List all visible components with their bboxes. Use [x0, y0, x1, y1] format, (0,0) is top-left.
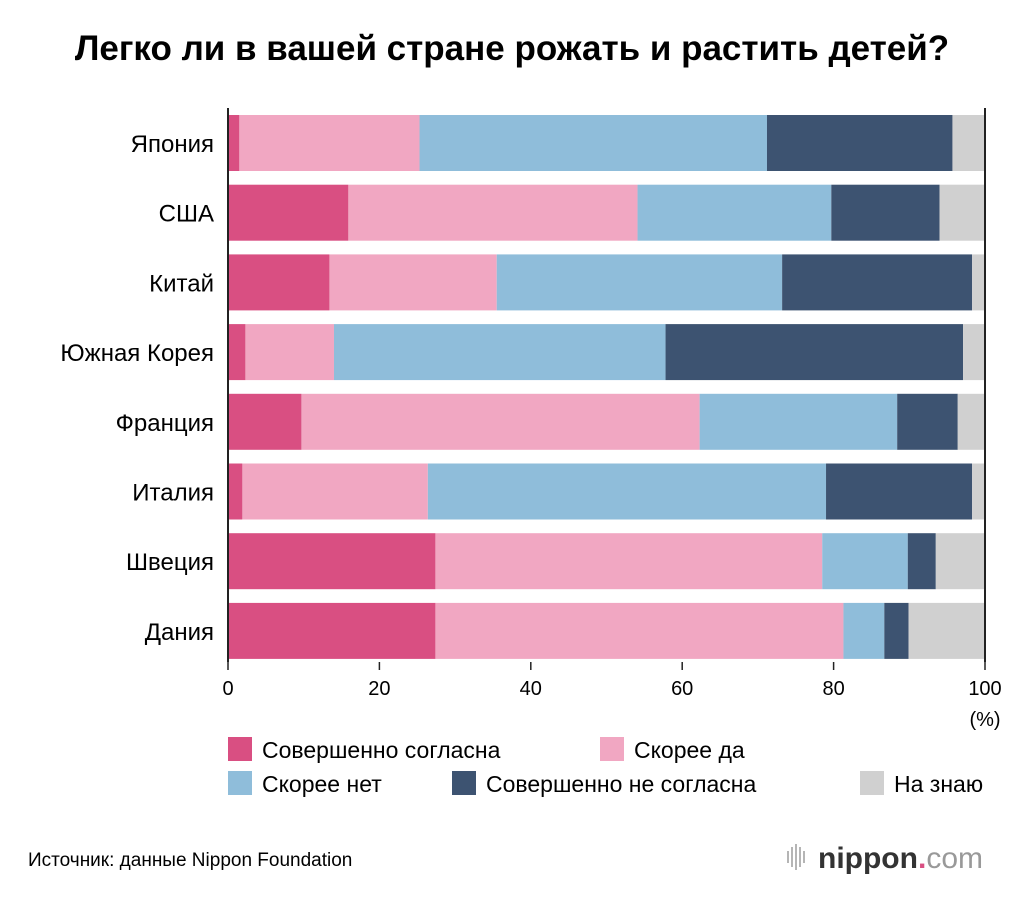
x-axis-unit: (%) [969, 709, 1000, 731]
bar-segment [419, 115, 767, 171]
category-label: Южная Корея [60, 340, 214, 367]
bar-segment [957, 393, 985, 450]
bar-segment [228, 463, 243, 520]
x-tick-label: 40 [520, 678, 542, 700]
bars-area [228, 115, 985, 659]
bar-segment [435, 533, 823, 590]
bar-segment [699, 393, 898, 450]
bar-segment [228, 602, 436, 659]
chart-title: Легко ли в вашей стране рожать и растить… [75, 29, 949, 68]
legend-label: Совершенно не согласна [486, 771, 757, 797]
brand-logo: nippon.com [787, 842, 983, 875]
x-tick-label: 20 [368, 678, 390, 700]
category-label: Китай [149, 270, 214, 297]
category-labels: Япония США Китай Южная Корея Франция Италия Шв… [60, 131, 214, 646]
bar-segment [843, 602, 885, 659]
bar-segment [228, 184, 349, 241]
bar-segment [496, 254, 783, 311]
x-axis-ticks: 0 20 40 60 80 100 [222, 662, 1002, 700]
category-label: Япония [131, 131, 214, 158]
category-label: Италия [132, 480, 214, 507]
bar-segment [239, 115, 420, 171]
bar-segment [972, 254, 985, 311]
bar-segment [348, 184, 638, 241]
bar-segment [228, 115, 240, 171]
brand-text: nippon.com [818, 842, 983, 875]
bar-segment [301, 393, 700, 450]
legend-swatch [452, 771, 476, 795]
bar-segment [822, 533, 908, 590]
category-label: Швеция [126, 549, 214, 576]
bar-segment [427, 463, 827, 520]
bar-segment [242, 463, 428, 520]
legend-swatch [228, 771, 252, 795]
bar-segment [766, 115, 953, 171]
bar-segment [939, 184, 985, 241]
sound-bars-icon [787, 844, 805, 870]
bar-segment [935, 533, 985, 590]
bar-segment [952, 115, 985, 171]
bar-segment [908, 602, 985, 659]
legend-swatch [228, 737, 252, 761]
brand-name: nippon [818, 842, 918, 875]
bar-segment [782, 254, 973, 311]
legend-swatch [860, 771, 884, 795]
legend: Совершенно согласна Скорее да Скорее нет Со… [228, 737, 983, 797]
bar-segment [907, 533, 936, 590]
bar-segment [228, 393, 302, 450]
legend-label: Совершенно согласна [262, 737, 501, 763]
bar-segment [333, 324, 666, 381]
bar-segment [665, 324, 964, 381]
bar-segment [963, 324, 985, 381]
x-tick-label: 60 [671, 678, 693, 700]
legend-swatch [600, 737, 624, 761]
bar-segment [245, 324, 334, 381]
bar-segment [435, 602, 844, 659]
x-tick-label: 100 [968, 678, 1001, 700]
bar-segment [897, 393, 958, 450]
bar-segment [831, 184, 940, 241]
brand-dot: . [918, 842, 926, 875]
category-label: Франция [116, 410, 214, 437]
bar-segment [826, 463, 973, 520]
x-tick-label: 0 [222, 678, 233, 700]
bar-segment [972, 463, 985, 520]
bar-segment [329, 254, 497, 311]
legend-label: На знаю [894, 771, 983, 797]
bar-segment [228, 324, 246, 381]
x-tick-label: 80 [822, 678, 844, 700]
bar-segment [637, 184, 832, 241]
legend-label: Скорее нет [262, 771, 382, 797]
bar-segment [228, 254, 330, 311]
category-label: Дания [145, 619, 214, 646]
legend-label: Скорее да [634, 737, 745, 763]
category-label: США [159, 201, 214, 228]
source-note: Источник: данные Nippon Foundation [28, 850, 352, 871]
bar-segment [228, 533, 436, 590]
bar-segment [884, 602, 909, 659]
brand-suffix: com [926, 842, 983, 875]
